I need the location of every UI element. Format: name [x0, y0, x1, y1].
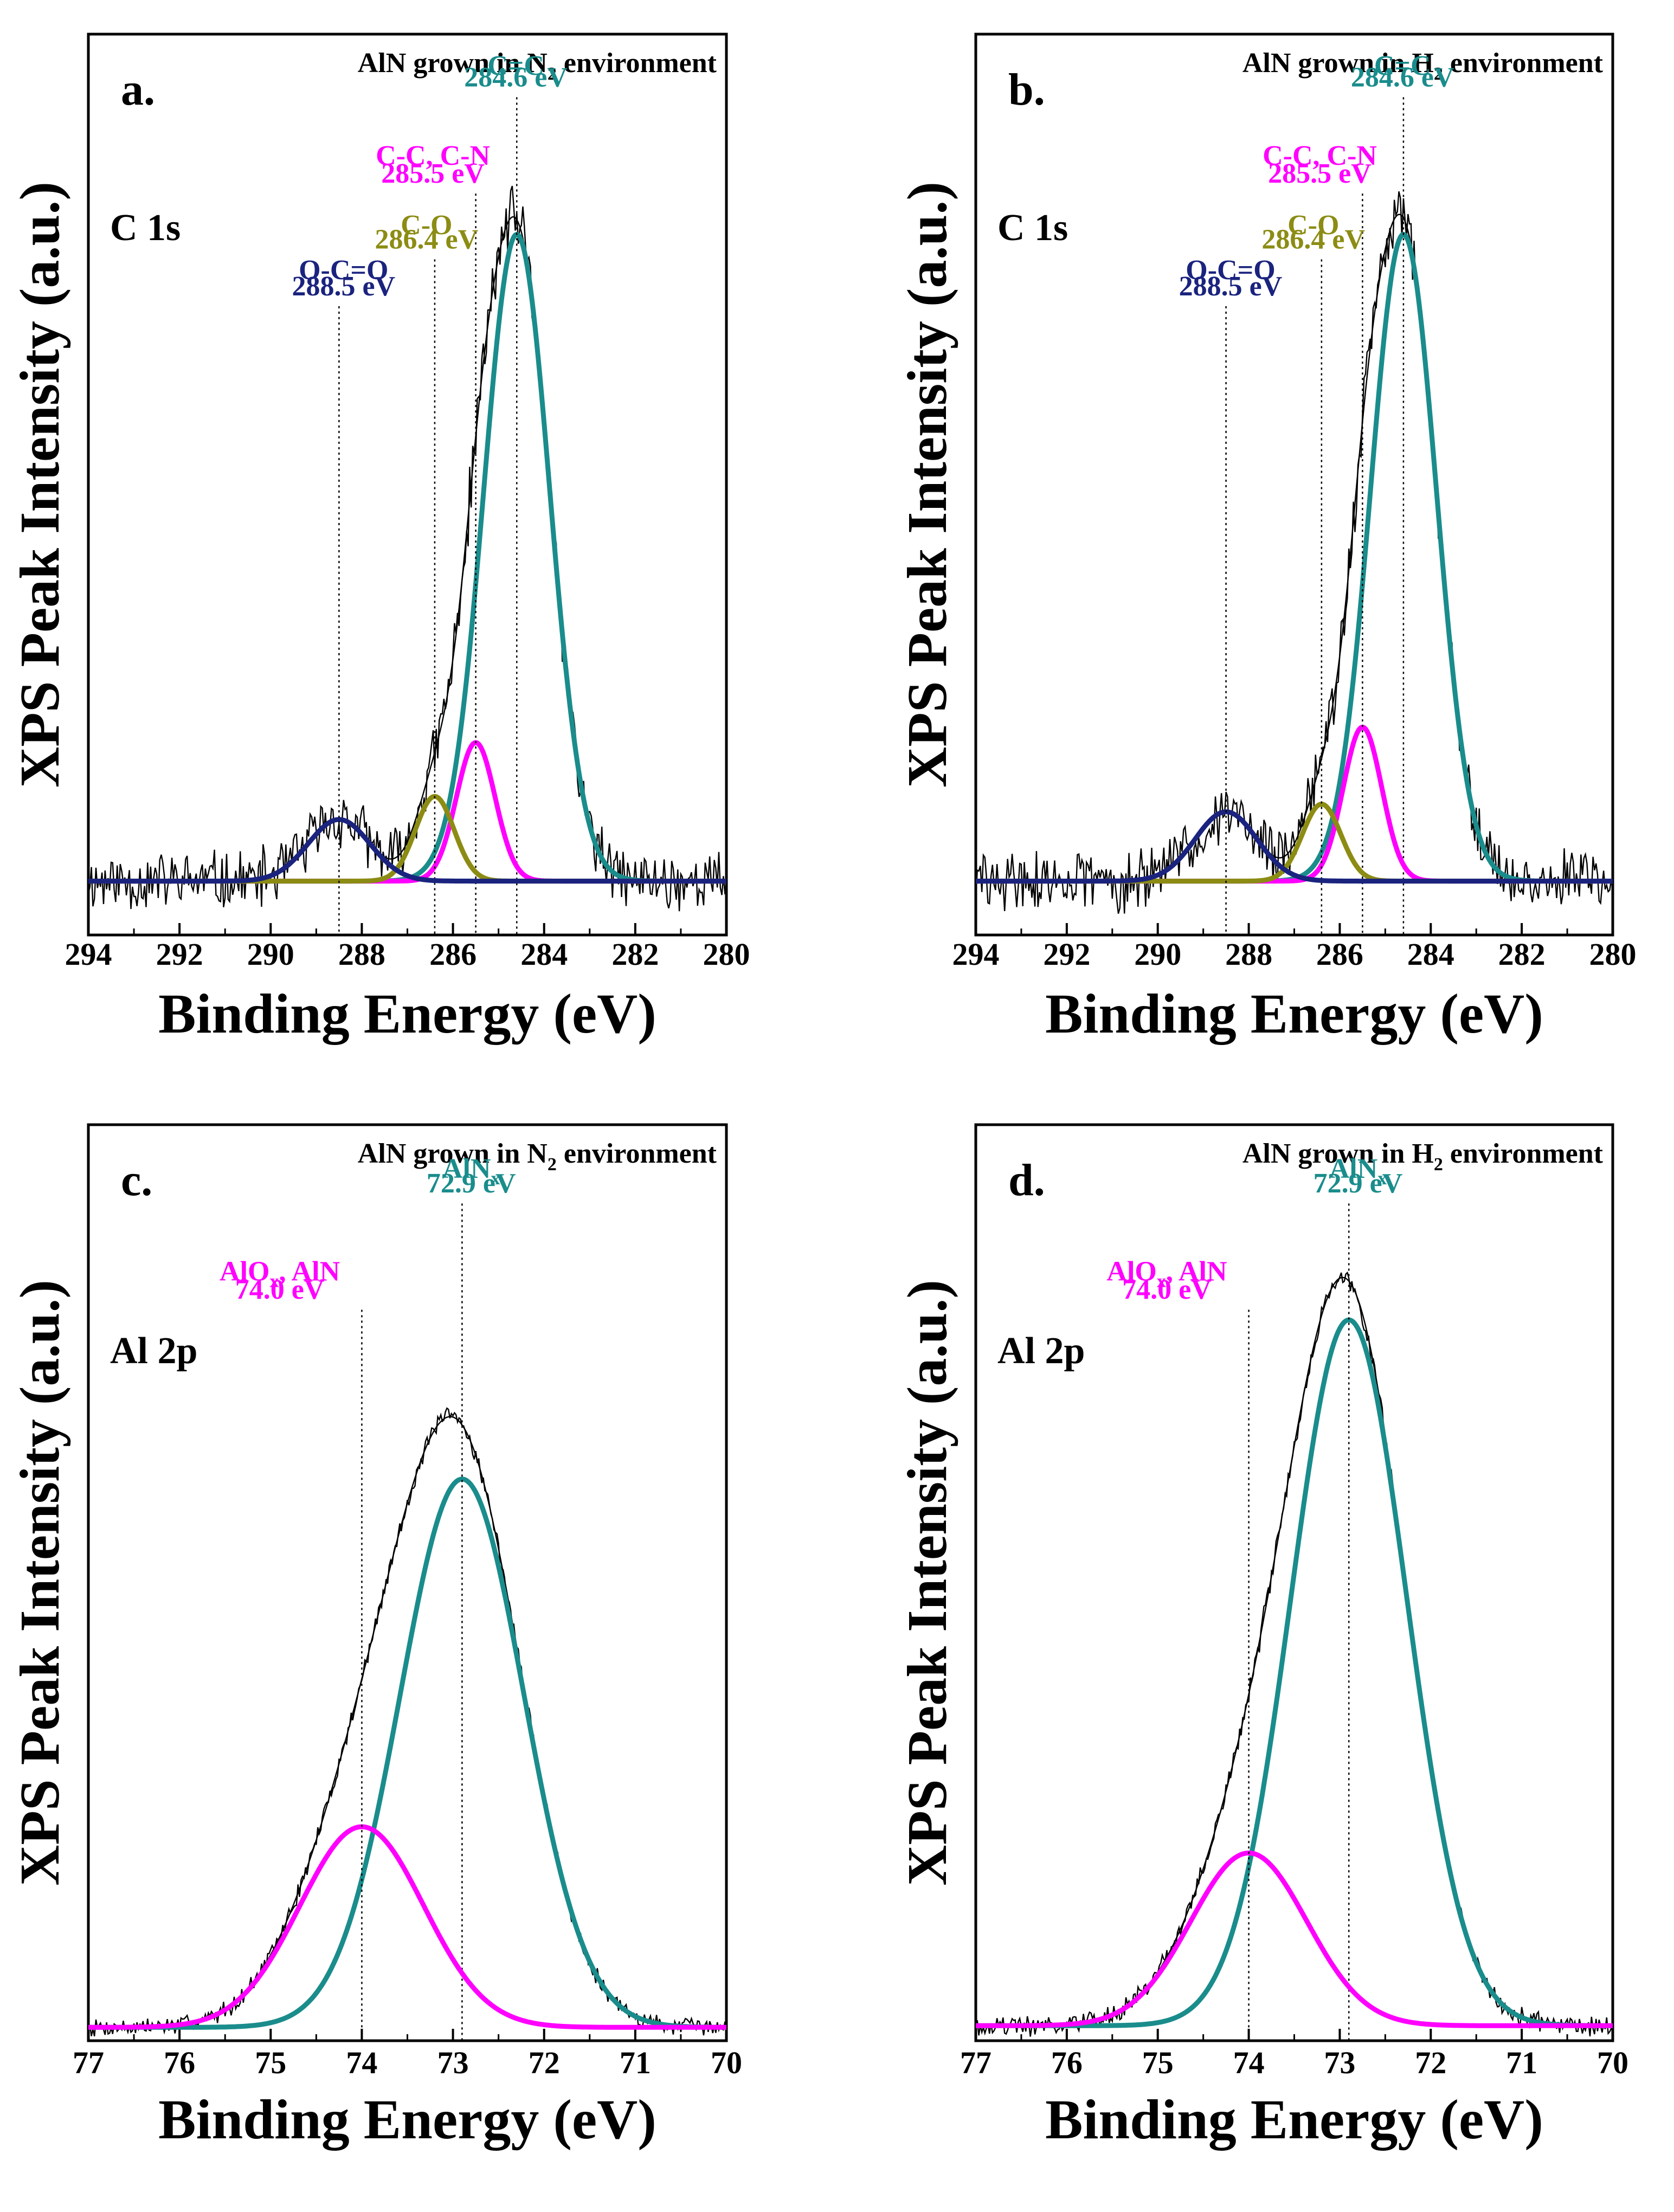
x-tick-label: 288: [1225, 937, 1272, 972]
raw-spectrum-line: [87, 185, 727, 912]
fit-envelope-line: [976, 1276, 1613, 2027]
x-tick-label: 73: [437, 2045, 469, 2080]
chart-panel-1: 294 292 290 288 286 284 282 280 Binding Energy (…: [9, 33, 750, 1045]
x-axis-label: Binding Energy (eV): [158, 983, 656, 1045]
x-tick-label: 282: [1498, 937, 1546, 972]
peak-name-label: C-O: [401, 210, 452, 241]
x-tick-label: 76: [1051, 2045, 1083, 2080]
region-label: C 1s: [110, 207, 181, 249]
y-axis-label: XPS Peak Intensity (a.u.): [896, 182, 958, 788]
region-label: Al 2p: [997, 1330, 1085, 1372]
x-tick-label: 286: [1316, 937, 1363, 972]
x-tick-label: 77: [960, 2045, 991, 2080]
x-tick-label: 77: [73, 2045, 104, 2080]
peak-energy-label: 74.0 eV: [1122, 1274, 1212, 1305]
peak-name-label: C=C: [487, 50, 544, 81]
panel-label: b.: [1008, 65, 1045, 115]
peak-name-label: C-C, C-N: [376, 140, 490, 171]
x-tick-label: 74: [346, 2045, 377, 2080]
panel-label: a.: [121, 65, 155, 115]
chart-panel-3: 77 76 75 74 73 72 71 70 Binding Energy (eV) XPS P…: [9, 1123, 742, 2151]
x-tick-label: 280: [703, 937, 750, 972]
chart-panel-2: 294 292 290 288 286 284 282 280 Binding Energy (…: [896, 33, 1637, 1045]
peak-component-1: [975, 1317, 1614, 2028]
peak-component-4: [975, 809, 1614, 884]
panel-label: d.: [1008, 1155, 1045, 1205]
x-tick-label: 292: [1043, 937, 1090, 972]
fit-envelope-line: [88, 1416, 726, 2028]
x-axis-label: Binding Energy (eV): [1045, 2088, 1543, 2151]
panel-title: AlN grown in H2 environment: [1242, 48, 1604, 84]
x-tick-label: 75: [255, 2045, 286, 2080]
x-tick-label: 280: [1589, 937, 1637, 972]
x-tick-label: 70: [711, 2045, 742, 2080]
y-axis-label: XPS Peak Intensity (a.u.): [9, 1280, 71, 1886]
x-tick-label: 286: [429, 937, 477, 972]
peak-energy-label: 288.5 eV: [292, 271, 395, 302]
panel-title: AlN grown in H2 environment: [1242, 1138, 1604, 1175]
x-tick-label: 71: [620, 2045, 651, 2080]
peak-component-1: [87, 231, 727, 884]
peak-component-2: [87, 740, 727, 884]
panel-label: c.: [121, 1155, 152, 1205]
x-tick-label: 71: [1506, 2045, 1537, 2080]
raw-spectrum-line: [975, 1271, 1613, 2037]
x-tick-label: 290: [247, 937, 294, 972]
x-tick-label: 292: [156, 937, 203, 972]
x-tick-label: 294: [952, 937, 1000, 972]
x-tick-label: 284: [520, 937, 568, 972]
peak-energy-label: 74.0 eV: [235, 1274, 325, 1305]
panel-title: AlN grown in N2 environment: [358, 48, 717, 84]
x-tick-label: 75: [1142, 2045, 1174, 2080]
peak-energy-label: 72.9 eV: [1314, 1168, 1403, 1199]
x-tick-label: 70: [1597, 2045, 1628, 2080]
x-tick-label: 74: [1233, 2045, 1265, 2080]
region-label: Al 2p: [110, 1330, 197, 1372]
peak-energy-label: 286.4 eV: [375, 224, 478, 255]
x-tick-label: 284: [1407, 937, 1454, 972]
plot-frame: [87, 1123, 728, 2042]
x-axis-label: Binding Energy (eV): [158, 2088, 656, 2151]
peak-component-1: [87, 1476, 727, 2030]
peak-energy-label: 284.6 eV: [1351, 62, 1454, 93]
peak-name-label: AlOx, AlN: [1106, 1256, 1227, 1291]
peak-name-label: O-C=O: [299, 255, 388, 286]
y-axis-label: XPS Peak Intensity (a.u.): [896, 1280, 958, 1886]
fit-envelope-line: [88, 216, 726, 882]
peak-name-label: O-C=O: [1186, 255, 1275, 286]
peak-name-label: C-O: [1287, 210, 1339, 241]
peak-energy-label: 72.9 eV: [427, 1168, 516, 1199]
peak-energy-label: 284.6 eV: [464, 62, 568, 93]
peak-component-1: [975, 231, 1614, 884]
x-tick-label: 294: [65, 937, 112, 972]
peak-energy-label: 285.5 eV: [1268, 158, 1372, 189]
peak-component-2: [975, 1850, 1614, 2028]
peak-name-label: AlOx, AlN: [220, 1256, 340, 1291]
panel-title: AlN grown in N2 environment: [358, 1138, 717, 1175]
x-axis-label: Binding Energy (eV): [1045, 983, 1543, 1045]
peak-name-label: AlNx: [1329, 1153, 1387, 1189]
x-tick-label: 72: [529, 2045, 560, 2080]
x-tick-label: 73: [1324, 2045, 1355, 2080]
peak-energy-label: 286.4 eV: [1261, 224, 1365, 255]
peak-energy-label: 285.5 eV: [381, 158, 485, 189]
x-tick-label: 76: [164, 2045, 195, 2080]
region-label: C 1s: [997, 207, 1068, 249]
chart-panel-4: 77 76 75 74 73 72 71 70 Binding Energy (eV) XPS P…: [896, 1123, 1628, 2151]
peak-name-label: C=C: [1374, 50, 1431, 81]
y-axis-label: XPS Peak Intensity (a.u.): [9, 182, 71, 788]
x-tick-label: 290: [1134, 937, 1181, 972]
peak-name-label: AlNx: [442, 1153, 500, 1189]
x-tick-label: 282: [611, 937, 659, 972]
peak-component-2: [87, 1824, 727, 2030]
x-tick-label: 288: [338, 937, 385, 972]
peak-component-4: [87, 817, 727, 884]
raw-spectrum-line: [975, 191, 1614, 914]
peak-energy-label: 288.5 eV: [1179, 271, 1283, 302]
peak-name-label: C-C, C-N: [1263, 140, 1377, 171]
fit-envelope-line: [976, 214, 1613, 882]
x-tick-label: 72: [1415, 2045, 1446, 2080]
